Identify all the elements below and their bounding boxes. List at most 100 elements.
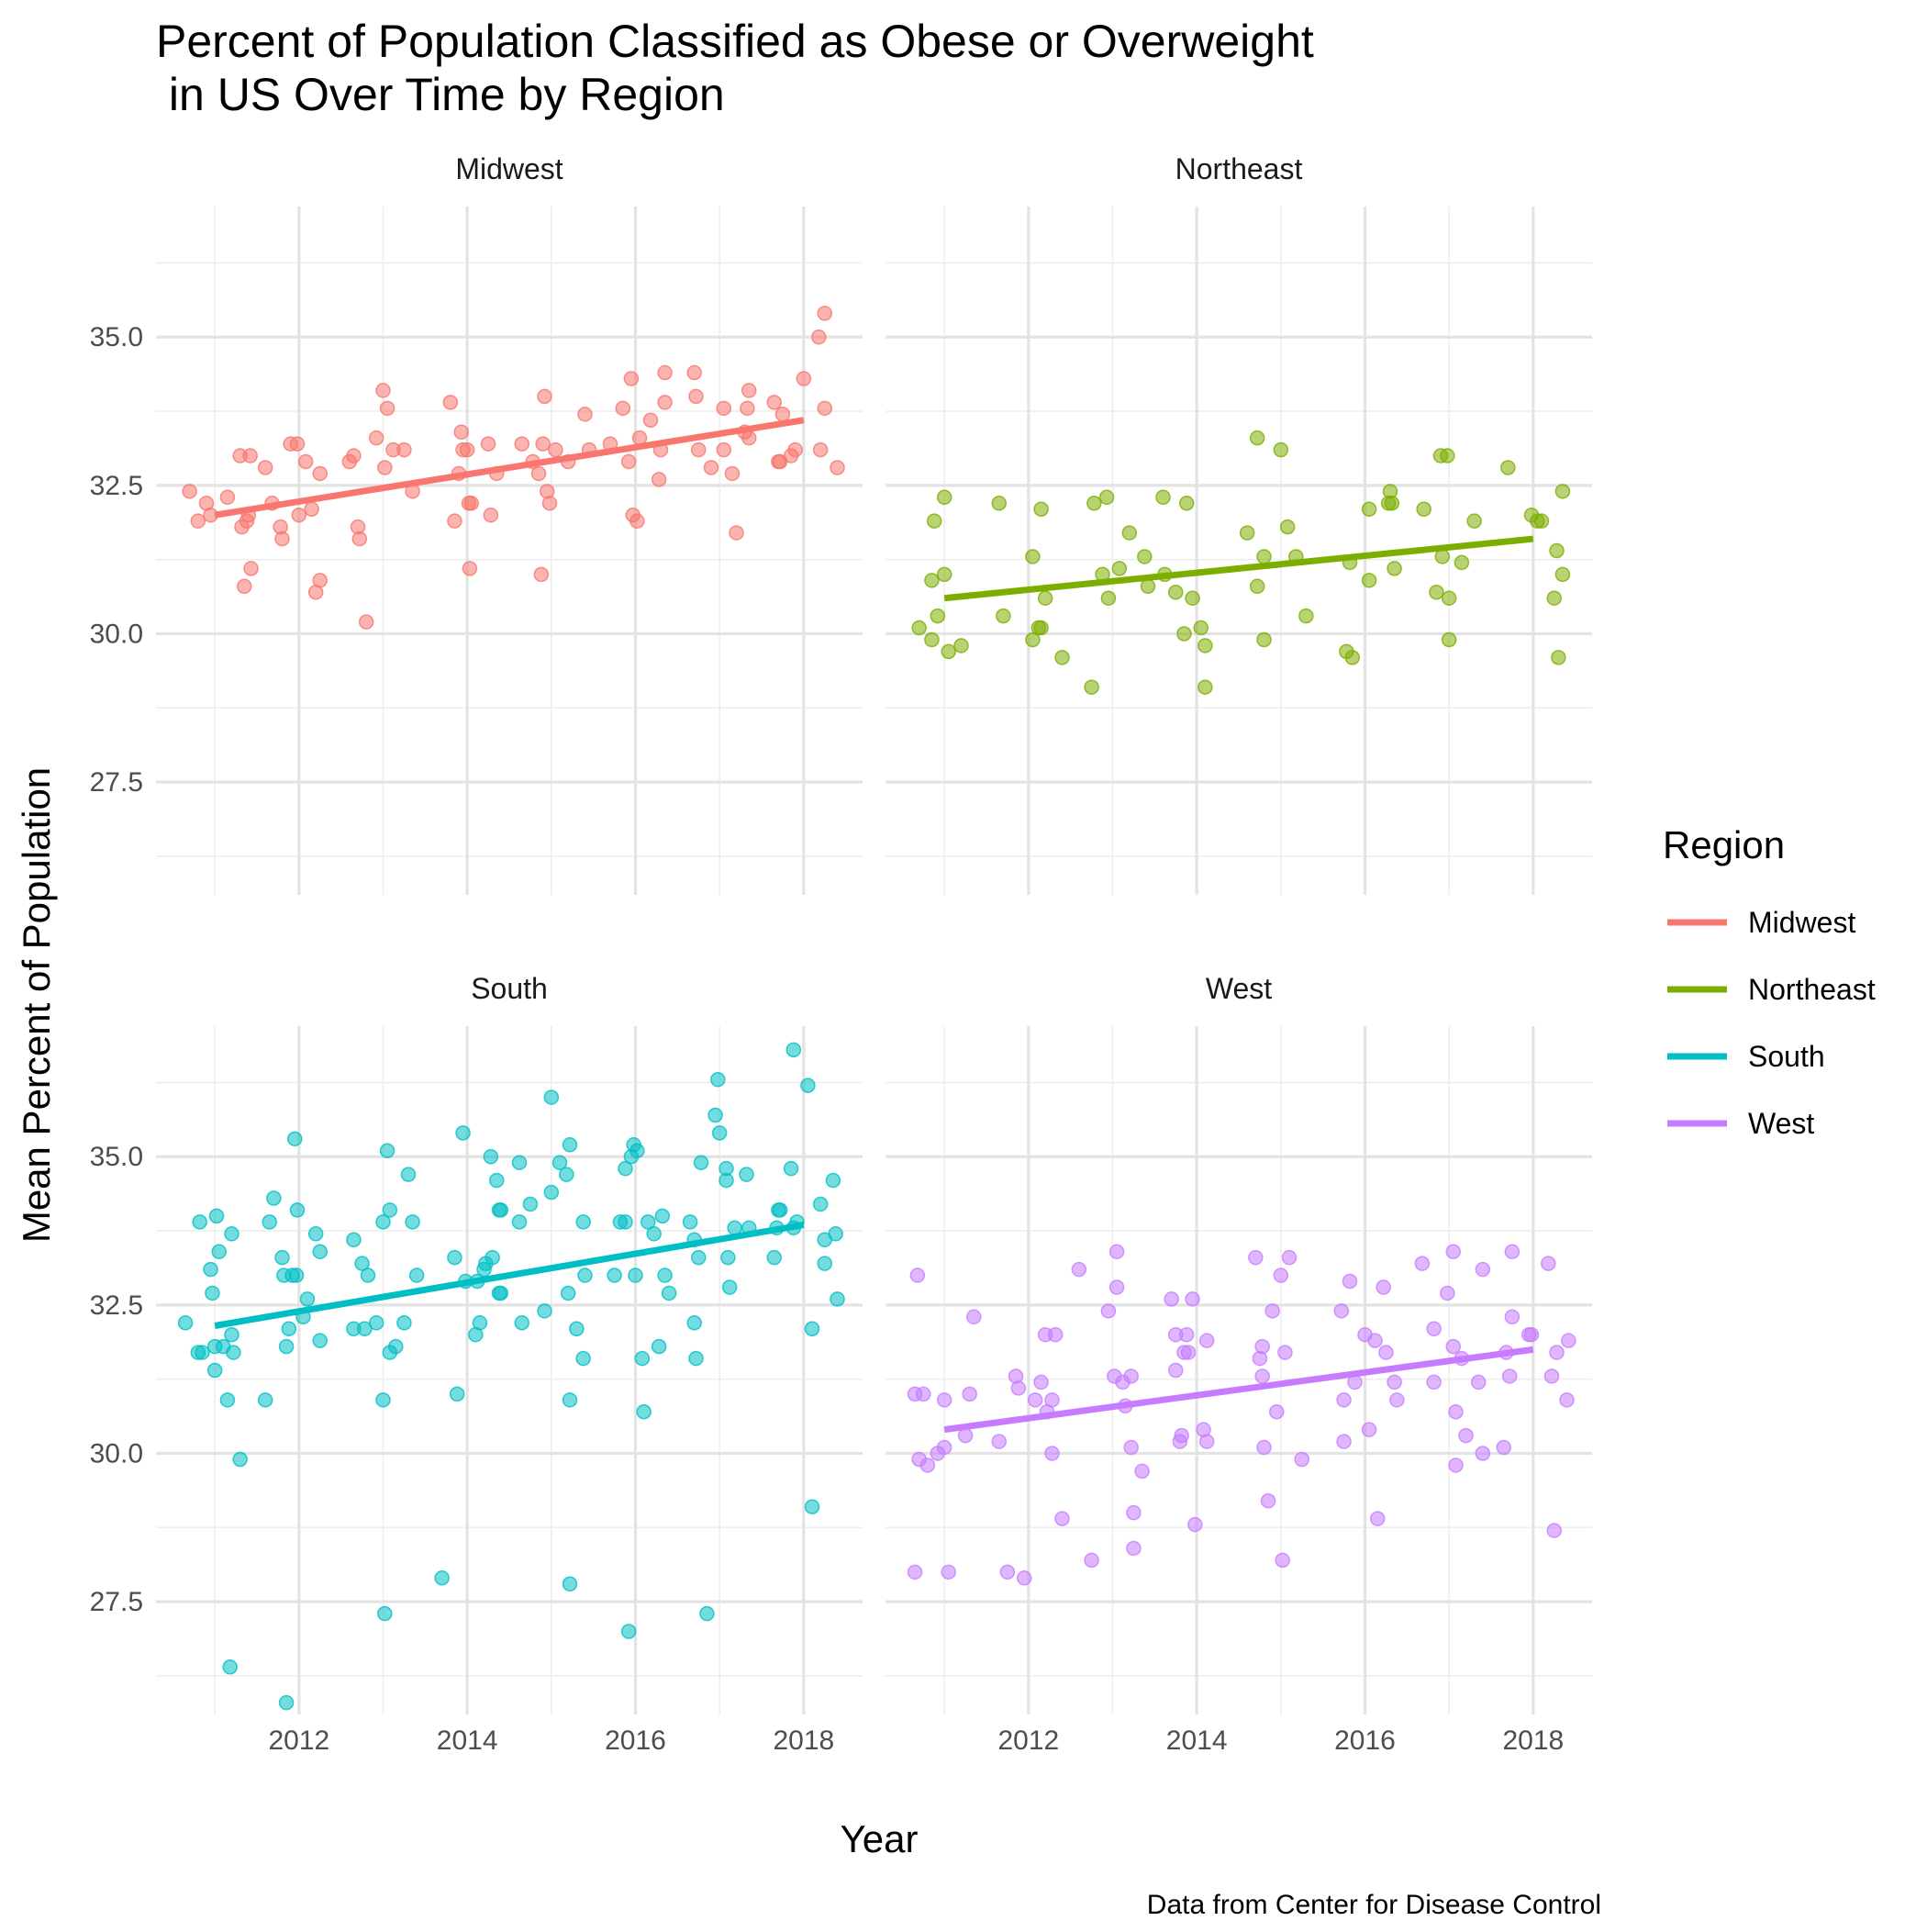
legend-label: West bbox=[1748, 1107, 1814, 1140]
data-point bbox=[1249, 430, 1265, 446]
data-point bbox=[1387, 1374, 1402, 1390]
data-point bbox=[957, 1427, 974, 1444]
data-point bbox=[830, 460, 845, 475]
data-point bbox=[447, 513, 462, 529]
data-point bbox=[817, 400, 832, 417]
data-point bbox=[358, 614, 374, 630]
data-point bbox=[400, 1167, 417, 1182]
legend-entry-midwest: Midwest bbox=[1667, 906, 1855, 939]
chart-caption: Data from Center for Disease Control bbox=[1147, 1890, 1601, 1920]
data-point bbox=[304, 501, 319, 517]
data-point bbox=[1378, 1345, 1394, 1360]
data-point bbox=[408, 1268, 425, 1283]
data-point bbox=[208, 1208, 225, 1224]
facet-panels: Midwest 27.5 30.0 32.5 35.0 Northeast South 27.… bbox=[90, 152, 1592, 1756]
trend-line-midwest bbox=[214, 417, 805, 519]
data-point bbox=[237, 578, 252, 595]
data-point bbox=[396, 441, 412, 458]
data-point bbox=[375, 1214, 391, 1230]
data-point bbox=[607, 1268, 622, 1283]
data-point bbox=[651, 472, 667, 487]
legend-title: Region bbox=[1663, 823, 1785, 866]
data-point bbox=[577, 407, 593, 422]
data-point bbox=[288, 1268, 305, 1283]
data-point bbox=[493, 1285, 509, 1301]
data-point bbox=[1414, 1256, 1431, 1271]
data-point bbox=[511, 1214, 528, 1230]
y-tick-label: 32.5 bbox=[90, 1290, 143, 1321]
data-point bbox=[472, 1315, 488, 1331]
data-point bbox=[1429, 585, 1444, 600]
data-point bbox=[828, 1226, 843, 1242]
data-point bbox=[907, 1564, 923, 1580]
data-point bbox=[620, 1624, 637, 1639]
y-tick-label: 30.0 bbox=[90, 620, 143, 650]
data-point bbox=[205, 1285, 220, 1301]
x-tick-label: 2014 bbox=[1166, 1725, 1228, 1756]
chart-title-line-1: Percent of Population Classified as Obes… bbox=[156, 16, 1314, 67]
data-point bbox=[1445, 1338, 1461, 1355]
facet-label: West bbox=[1206, 972, 1272, 1005]
data-point bbox=[729, 525, 744, 541]
data-point bbox=[936, 566, 952, 583]
data-point bbox=[575, 1350, 591, 1367]
data-point bbox=[289, 1202, 306, 1218]
data-point bbox=[1100, 590, 1117, 606]
data-point bbox=[936, 489, 952, 506]
data-point bbox=[1033, 620, 1049, 636]
data-point bbox=[447, 1249, 462, 1266]
data-point bbox=[817, 1256, 832, 1271]
data-point bbox=[618, 1214, 633, 1230]
data-point bbox=[1454, 554, 1470, 571]
data-point bbox=[1168, 1362, 1184, 1379]
legend-label: Northeast bbox=[1748, 973, 1876, 1006]
data-point bbox=[299, 1291, 316, 1307]
data-point bbox=[551, 1155, 568, 1170]
data-point bbox=[1256, 549, 1272, 564]
data-point bbox=[766, 395, 782, 410]
data-point bbox=[1198, 1434, 1215, 1449]
data-point bbox=[541, 496, 558, 511]
data-point bbox=[1254, 1368, 1270, 1384]
data-point bbox=[825, 1172, 841, 1189]
data-point bbox=[379, 400, 395, 417]
data-point bbox=[388, 1338, 404, 1355]
x-tick-label: 2018 bbox=[1502, 1725, 1564, 1756]
data-point bbox=[1551, 650, 1566, 665]
data-point bbox=[783, 1160, 799, 1177]
data-point bbox=[741, 383, 757, 398]
data-point bbox=[636, 1404, 652, 1420]
data-point bbox=[812, 441, 829, 458]
data-point bbox=[297, 453, 314, 470]
data-point bbox=[1298, 608, 1314, 624]
data-point bbox=[796, 371, 812, 386]
data-point bbox=[936, 1439, 952, 1456]
data-point bbox=[1249, 578, 1265, 595]
data-point bbox=[1533, 513, 1550, 529]
data-point bbox=[1256, 1439, 1272, 1456]
data-point bbox=[646, 1226, 662, 1242]
data-point bbox=[966, 1309, 982, 1325]
panel-northeast: Northeast bbox=[886, 152, 1592, 895]
data-point bbox=[307, 1226, 324, 1242]
data-point bbox=[1466, 513, 1482, 529]
panel-west: West 2012 2014 2016 2018 bbox=[886, 972, 1592, 1756]
data-point bbox=[1178, 496, 1195, 511]
data-point bbox=[629, 513, 645, 529]
data-point bbox=[346, 448, 362, 463]
data-point bbox=[628, 1268, 643, 1283]
data-point bbox=[1275, 1552, 1290, 1569]
data-point bbox=[375, 383, 391, 398]
y-tick-label: 27.5 bbox=[90, 767, 143, 798]
data-point bbox=[1367, 1333, 1383, 1348]
data-point bbox=[657, 1268, 673, 1283]
data-point bbox=[262, 1214, 277, 1230]
data-point bbox=[1561, 1333, 1576, 1348]
data-point bbox=[480, 436, 496, 452]
data-point bbox=[774, 407, 791, 422]
data-point bbox=[1264, 1303, 1280, 1319]
data-point bbox=[289, 436, 306, 452]
facet-label: Midwest bbox=[455, 152, 563, 185]
data-point bbox=[1440, 448, 1455, 463]
data-point bbox=[691, 1249, 707, 1266]
